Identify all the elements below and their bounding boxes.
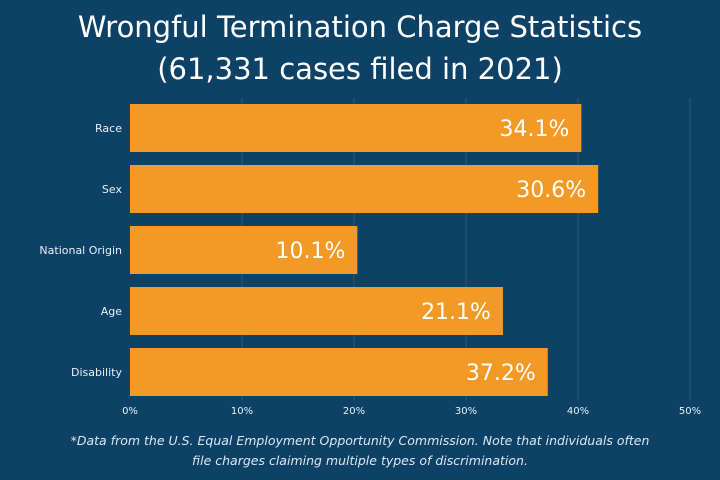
- category-label: Sex: [102, 183, 123, 196]
- category-label: Age: [101, 305, 123, 318]
- footnote-line-1: *Data from the U.S. Equal Employment Opp…: [70, 433, 650, 448]
- bar-race: [130, 104, 582, 152]
- x-tick-label: 20%: [343, 406, 365, 417]
- chart-title: Wrongful Termination Charge Statistics: [77, 10, 643, 44]
- footnote-line-2: file charges claiming multiple types of …: [192, 453, 528, 468]
- data-label: 30.6%: [516, 178, 586, 203]
- chart-subtitle: (61,331 cases filed in 2021): [157, 52, 563, 86]
- bar-disability: [130, 348, 548, 396]
- data-label: 37.2%: [466, 361, 536, 386]
- data-label: 10.1%: [275, 239, 345, 264]
- x-tick-label: 0%: [122, 406, 138, 417]
- x-tick-label: 10%: [231, 406, 253, 417]
- data-label: 34.1%: [499, 117, 569, 142]
- category-label: Race: [95, 122, 122, 135]
- x-tick-label: 40%: [567, 406, 589, 417]
- bar-age: [130, 287, 503, 335]
- bar-national-origin: [130, 226, 358, 274]
- data-label: 21.1%: [421, 300, 491, 325]
- x-tick-label: 30%: [455, 406, 477, 417]
- x-tick-label: 50%: [679, 406, 701, 417]
- category-label: National Origin: [39, 244, 122, 257]
- category-label: Disability: [71, 366, 122, 379]
- bar-sex: [130, 165, 599, 213]
